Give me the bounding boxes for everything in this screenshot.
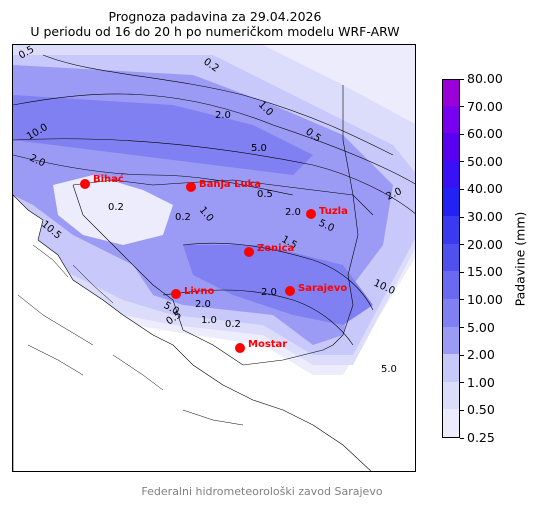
colorbar-tick-label: 1.00: [467, 374, 495, 390]
city-label-mostar: Mostar: [248, 339, 287, 350]
colorbar-tick-label: 70.00: [467, 98, 503, 114]
colorbar-tick-label: 10.00: [467, 291, 503, 307]
colorbar-tick: [460, 299, 464, 301]
colorbar-segment: [443, 353, 459, 382]
colorbar-tick: [460, 216, 464, 218]
city-label-livno: Livno: [184, 286, 214, 297]
colorbar-tick-label: 30.00: [467, 209, 503, 225]
contour-label: 2.0: [215, 110, 231, 121]
colorbar-tick: [460, 188, 464, 190]
footer-credit: Federalni hidrometeorološki zavod Saraje…: [141, 485, 383, 498]
city-marker-bihac: [80, 179, 90, 189]
colorbar-segment: [443, 105, 459, 134]
city-marker-livno: [171, 289, 181, 299]
colorbar-segment: [443, 132, 459, 161]
colorbar-tick-label: 0.25: [467, 430, 495, 445]
colorbar-tick: [460, 354, 464, 356]
city-label-banja-luka: Banja Luka: [199, 179, 261, 190]
precipitation-fill: [13, 45, 415, 375]
colorbar-segment: [443, 243, 459, 272]
precipitation-map: 0.5 0.2 1.0 0.5 10.0 2.0 5.0 2.0 2.0 10.…: [12, 44, 416, 472]
map-subtitle: U periodu od 16 do 20 h po numeričkom mo…: [30, 24, 400, 39]
contour-label: 5.0: [381, 364, 397, 375]
city-marker-mostar: [235, 343, 245, 353]
colorbar-tick: [460, 327, 464, 329]
colorbar-tick-label: 60.00: [467, 126, 503, 142]
city-label-bihac: Bihać: [93, 173, 124, 185]
cities: Bihać Banja Luka Tuzla Zenica Livno Sara…: [80, 173, 348, 353]
city-marker-banja-luka: [186, 182, 196, 192]
colorbar-segment: [443, 381, 459, 410]
coastline: [13, 194, 372, 471]
colorbar-segment: [443, 187, 459, 217]
band-5-0-north: [13, 95, 313, 175]
contour-label: 0.2: [108, 202, 124, 213]
colorbar-tick: [460, 271, 464, 273]
contour-label: 5.0: [251, 143, 267, 154]
contour-label: 0.2: [175, 212, 191, 223]
city-label-zenica: Zenica: [257, 243, 294, 254]
colorbar-tick: [460, 106, 464, 108]
colorbar-segment: [443, 408, 459, 437]
colorbar-tick-label: 40.00: [467, 181, 503, 197]
city-label-tuzla: Tuzla: [319, 206, 348, 217]
colorbar-segment: [443, 215, 459, 244]
colorbar-segment: [443, 298, 459, 327]
colorbar: [442, 79, 460, 438]
colorbar-segment: [443, 270, 459, 299]
band-dry-gap: [53, 175, 173, 245]
colorbar-segment: [443, 80, 459, 106]
colorbar-tick-label: 80.00: [467, 71, 503, 86]
map-title: Prognoza padavina za 29.04.2026: [108, 9, 322, 24]
colorbar-tick: [460, 409, 464, 411]
contour-label: 2.0: [285, 207, 301, 218]
colorbar-tick: [460, 244, 464, 246]
city-marker-zenica: [244, 247, 254, 257]
contour-label: 0.2: [225, 319, 241, 330]
colorbar-title: Padavine (mm): [512, 211, 528, 307]
colorbar-tick-label: 20.00: [467, 236, 503, 252]
colorbar-segment: [443, 160, 459, 189]
colorbar-tick-label: 2.00: [467, 347, 495, 363]
colorbar-tick: [460, 161, 464, 163]
colorbar-tick-label: 15.00: [467, 264, 503, 280]
city-marker-sarajevo: [285, 286, 295, 296]
map-canvas: 0.5 0.2 1.0 0.5 10.0 2.0 5.0 2.0 2.0 10.…: [13, 45, 415, 471]
colorbar-tick-label: 50.00: [467, 153, 503, 169]
city-marker-tuzla: [306, 209, 316, 219]
contour-label: 2.0: [195, 299, 211, 310]
colorbar-tick: [460, 133, 464, 135]
contour-label: 0.5: [257, 189, 273, 200]
contour-label: 1.0: [201, 315, 217, 326]
colorbar-tick: [460, 382, 464, 384]
colorbar-tick: [460, 437, 464, 439]
colorbar-tick: [460, 78, 464, 80]
contour-lines: [13, 54, 415, 346]
city-label-sarajevo: Sarajevo: [298, 283, 347, 294]
contour-label: 2.0: [261, 287, 277, 298]
colorbar-tick-label: 5.00: [467, 319, 495, 335]
borders: [72, 85, 374, 366]
colorbar-tick-label: 0.50: [467, 402, 495, 418]
colorbar-segment: [443, 326, 459, 355]
